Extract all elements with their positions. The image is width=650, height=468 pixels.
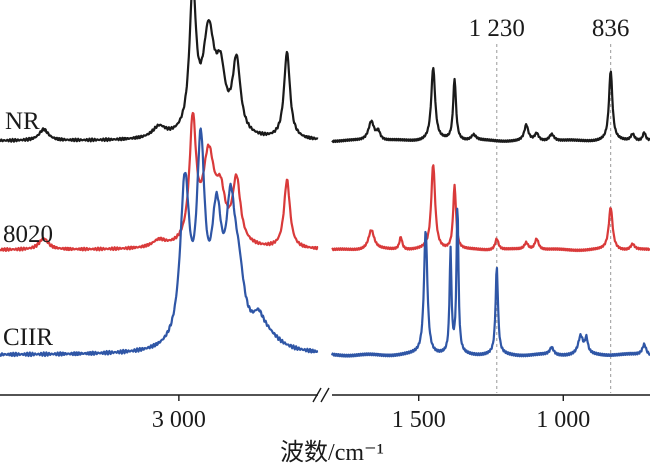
- series-label-ciir: CIIR: [3, 324, 53, 351]
- series-nr-line: [0, 0, 319, 143]
- axis-break-marker: [312, 387, 330, 403]
- series-label-nr: NR: [5, 108, 40, 135]
- x-axis: 3 000 1 500 1 000: [0, 387, 650, 433]
- series-nr-line: [331, 66, 650, 144]
- series-8020-line: [0, 111, 319, 252]
- x-axis-title: 波数/cm⁻¹: [280, 439, 384, 466]
- x-tick-label-1000: 1 000: [536, 407, 590, 433]
- reference-label-1230: 1 230: [469, 15, 525, 42]
- spectrum-traces: [0, 0, 650, 358]
- series-label-8020: 8020: [3, 221, 53, 248]
- x-tick-label-1500: 1 500: [392, 407, 446, 433]
- series-ciir-line: [0, 127, 319, 358]
- series-ciir-line: [330, 207, 650, 358]
- series-8020-line: [331, 164, 650, 253]
- reference-label-836: 836: [592, 15, 630, 42]
- x-tick-label-3000: 3 000: [152, 407, 206, 433]
- reference-lines: [496, 44, 612, 393]
